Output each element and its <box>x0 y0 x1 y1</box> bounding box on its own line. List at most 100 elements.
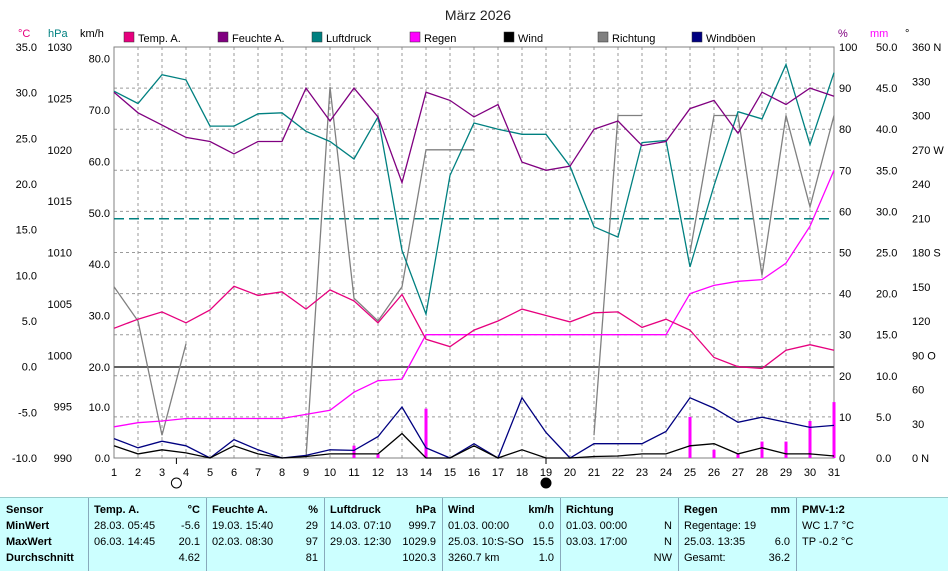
hum-unit-label: % <box>838 28 848 40</box>
stats-hum-max: 97 <box>305 536 318 548</box>
temp-tick-label: 20.0 <box>16 179 37 191</box>
rain-tick-label: 45.0 <box>876 83 897 95</box>
day-tick-label: 11 <box>348 467 359 479</box>
stats-divider <box>442 498 443 571</box>
legend-swatch <box>597 31 609 43</box>
hum-tick-label: 40 <box>839 289 851 301</box>
stats-sensor-header: Sensor <box>6 504 44 516</box>
day-tick-label: 30 <box>804 467 816 479</box>
day-tick-label: 28 <box>756 467 768 479</box>
temp-tick-label: 25.0 <box>16 133 37 145</box>
stats-temp-header: Temp. A. <box>94 504 140 516</box>
temp-tick-label: 35.0 <box>16 42 37 54</box>
day-tick-label: 13 <box>396 467 408 479</box>
hum-tick-label: 30 <box>839 330 851 342</box>
stats-press-max: 1029.9 <box>402 536 436 548</box>
press-tick-label: 1020 <box>48 145 72 157</box>
temp-tick-label: 30.0 <box>16 88 37 100</box>
stats-rain-total: 36.2 <box>768 552 790 564</box>
stats-hum-max-date: 02.03. 08:30 <box>212 536 274 548</box>
series-line-luftdruck <box>113 62 835 317</box>
day-tick-label: 21 <box>588 467 600 479</box>
wind-tick-label: 70.0 <box>89 105 110 117</box>
stats-press-avg: 1020.3 <box>402 552 436 564</box>
series-line-richtung <box>689 114 835 276</box>
stats-pmv-wc: WC 1.7 °C <box>802 520 855 532</box>
day-tick-label: 12 <box>372 467 384 479</box>
stats-wind-max-date: 25.03. 10:S-SO <box>448 536 524 548</box>
stats-sensor-col: Sensor MinWert MaxWert Durchschnitt <box>6 498 88 571</box>
hum-tick-label: 90 <box>839 83 851 95</box>
axis-ticks: 35.030.025.020.015.010.05.00.0-5.0-10.01… <box>12 42 944 479</box>
stats-dir-avg: NW <box>653 552 672 564</box>
press-tick-label: 1030 <box>48 42 72 54</box>
legend-label: Temp. A. <box>138 33 181 45</box>
legend-swatch <box>217 31 229 43</box>
wind-tick-label: 40.0 <box>89 259 110 271</box>
day-tick-label: 2 <box>135 467 141 479</box>
stats-wind-unit: km/h <box>528 504 554 516</box>
stats-divider <box>324 498 325 571</box>
day-tick-label: 4 <box>183 467 189 479</box>
stats-temp-max: 20.1 <box>178 536 200 548</box>
stats-rain-header: Regen <box>684 504 718 516</box>
stats-wind-header: Wind <box>448 504 475 516</box>
stats-table: Sensor MinWert MaxWert Durchschnitt Temp… <box>0 497 948 571</box>
press-tick-label: 1015 <box>48 196 72 208</box>
press-tick-label: 1010 <box>48 248 72 260</box>
day-tick-label: 14 <box>420 467 432 479</box>
stats-wind-avg: 1.0 <box>538 552 554 564</box>
moon-markers <box>170 458 552 489</box>
stats-rain-total-label: Gesamt: <box>684 552 726 564</box>
day-tick-label: 29 <box>780 467 792 479</box>
stats-dir-max: N <box>664 536 672 548</box>
stats-divider <box>88 498 89 571</box>
press-tick-label: 990 <box>54 453 72 465</box>
day-tick-label: 10 <box>324 467 336 479</box>
hum-tick-label: 50 <box>839 248 851 260</box>
series-line-richtung <box>305 86 474 459</box>
weather-chart: März 2026 °C hPa km/h % mm ° Temp. A. Feu… <box>12 7 944 489</box>
wind-tick-label: 0.0 <box>95 453 110 465</box>
temp-unit-label: °C <box>18 28 30 40</box>
wind-unit-label: km/h <box>80 28 104 40</box>
stats-temp-min-date: 28.03. 05:45 <box>94 520 156 532</box>
stats-press-min: 999.7 <box>408 520 436 532</box>
chart-title: März 2026 <box>445 7 511 23</box>
series-line-feuchte-a <box>113 86 835 185</box>
legend-label: Feuchte A. <box>232 33 285 45</box>
day-tick-label: 16 <box>468 467 480 479</box>
stats-wind-max: 15.5 <box>532 536 554 548</box>
rain-tick-label: 20.0 <box>876 289 897 301</box>
rain-tick-label: 30.0 <box>876 206 897 218</box>
rain-tick-label: 50.0 <box>876 42 897 54</box>
stats-dir-min: N <box>664 520 672 532</box>
dir-tick-label: 240 <box>912 179 930 191</box>
day-tick-label: 8 <box>279 467 285 479</box>
stats-hum-unit: % <box>308 504 318 516</box>
day-tick-label: 26 <box>708 467 720 479</box>
hum-tick-label: 60 <box>839 206 851 218</box>
stats-dir-col: Richtung 01.03. 00:00 N 03.03. 17:00 N NW <box>566 498 676 571</box>
hum-tick-label: 0 <box>839 453 845 465</box>
legend-label: Richtung <box>612 33 655 45</box>
dir-tick-label: 90 O <box>912 350 936 362</box>
day-tick-label: 23 <box>636 467 648 479</box>
dir-tick-label: 0 N <box>912 453 929 465</box>
day-tick-label: 6 <box>231 467 237 479</box>
series-line-regen <box>113 170 835 428</box>
series-line-richtung <box>593 114 642 436</box>
dir-tick-label: 120 <box>912 316 930 328</box>
day-tick-label: 3 <box>159 467 165 479</box>
stats-wind-distance: 3260.7 km <box>448 552 500 564</box>
stats-press-min-date: 14.03. 07:10 <box>330 520 392 532</box>
stats-rain-max: 6.0 <box>774 536 790 548</box>
day-tick-label: 19 <box>540 467 552 479</box>
day-tick-label: 15 <box>444 467 456 479</box>
series-line-temp-a <box>113 285 835 370</box>
hum-tick-label: 100 <box>839 42 857 54</box>
rain-tick-label: 35.0 <box>876 165 897 177</box>
legend-label: Wind <box>518 33 543 45</box>
stats-divider <box>206 498 207 571</box>
wind-tick-label: 30.0 <box>89 311 110 323</box>
